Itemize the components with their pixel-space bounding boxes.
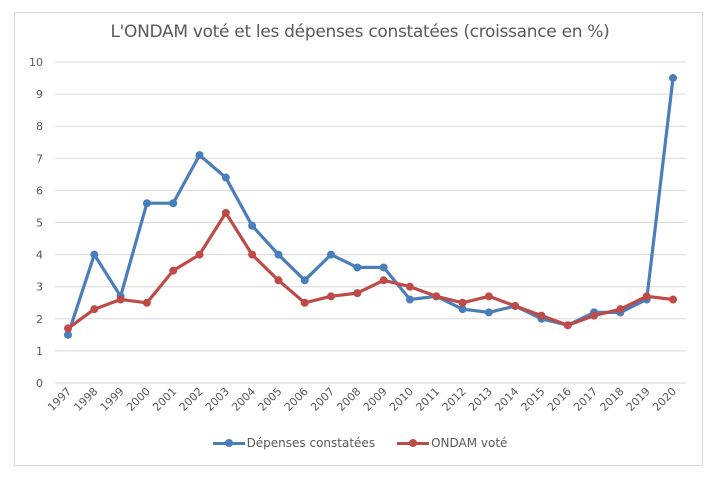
- x-tick-label: 1997: [45, 385, 74, 414]
- legend-label-depenses: Dépenses constatées: [246, 436, 376, 450]
- series-line: [66, 77, 675, 336]
- data-point: [353, 289, 362, 298]
- data-point: [379, 276, 388, 285]
- legend-swatch-ondam: [397, 438, 430, 448]
- x-tick-label: 2016: [545, 385, 574, 414]
- data-point: [669, 295, 677, 304]
- legend: Dépenses constatées ONDAM voté: [0, 436, 720, 450]
- gridlines: [55, 61, 686, 384]
- data-point: [195, 151, 204, 160]
- y-tick-label: 0: [36, 377, 43, 390]
- data-point: [274, 276, 283, 285]
- legend-item-depenses: Dépenses constatées: [212, 436, 376, 450]
- data-point: [642, 292, 651, 301]
- series-ondam: [64, 208, 677, 333]
- y-tick-label: 4: [36, 249, 43, 262]
- data-point: [590, 311, 599, 320]
- x-tick-label: 1999: [98, 385, 127, 414]
- data-point: [563, 321, 572, 330]
- y-tick-label: 9: [36, 88, 43, 101]
- series-line: [67, 211, 674, 330]
- data-point: [116, 295, 125, 304]
- series-depenses: [64, 74, 677, 339]
- data-point: [169, 266, 178, 275]
- legend-swatch-depenses: [212, 438, 245, 448]
- x-tick-label: 2002: [177, 385, 206, 414]
- series-group: [64, 74, 677, 339]
- data-point: [458, 305, 467, 314]
- y-tick-label: 5: [36, 217, 43, 230]
- x-tick-label: 2012: [440, 385, 469, 414]
- x-tick-label: 2017: [571, 385, 600, 414]
- data-point: [142, 298, 151, 307]
- data-point: [90, 305, 99, 314]
- y-tick-label: 2: [36, 313, 43, 326]
- data-point: [195, 250, 204, 259]
- data-point: [248, 250, 257, 259]
- data-point: [142, 199, 151, 208]
- x-tick-label: 2007: [308, 385, 337, 414]
- data-point: [405, 295, 414, 304]
- data-point: [169, 199, 178, 208]
- data-point: [484, 292, 493, 301]
- data-point: [353, 263, 362, 272]
- y-tick-label: 1: [36, 345, 43, 358]
- y-axis-ticks: 0 1 2 3 4 5 6 7 8 9 10: [29, 56, 43, 390]
- chart-frame: [14, 12, 703, 466]
- legend-label-ondam: ONDAM voté: [431, 436, 508, 450]
- x-tick-label: 2004: [229, 385, 258, 414]
- x-tick-label: 2008: [334, 385, 363, 414]
- data-point: [484, 308, 493, 317]
- data-point: [327, 250, 336, 259]
- data-point: [221, 208, 230, 217]
- y-tick-label: 10: [29, 56, 43, 69]
- data-point: [379, 263, 388, 272]
- x-tick-label: 2001: [150, 385, 179, 414]
- y-tick-label: 8: [36, 120, 43, 133]
- x-tick-label: 2005: [256, 385, 285, 414]
- y-tick-label: 7: [36, 152, 43, 165]
- x-tick-label: 2015: [519, 385, 548, 414]
- data-point: [64, 324, 72, 333]
- data-point: [90, 250, 99, 259]
- y-tick-label: 3: [36, 281, 43, 294]
- x-tick-label: 2010: [387, 385, 416, 414]
- x-tick-label: 2014: [492, 385, 521, 414]
- data-point: [274, 250, 283, 259]
- data-point: [405, 282, 414, 291]
- data-point: [458, 298, 467, 307]
- x-tick-label: 2000: [124, 385, 153, 414]
- x-tick-label: 2006: [282, 385, 311, 414]
- x-tick-label: 2013: [466, 385, 495, 414]
- x-axis-ticks: 1997199819992000200120022003200420052006…: [45, 385, 679, 414]
- data-point: [327, 292, 336, 301]
- x-tick-label: 2020: [650, 385, 679, 414]
- x-tick-label: 2019: [624, 385, 653, 414]
- legend-item-ondam: ONDAM voté: [397, 436, 507, 450]
- data-point: [537, 311, 546, 320]
- data-point: [669, 74, 677, 83]
- data-point: [300, 298, 309, 307]
- data-point: [300, 276, 309, 285]
- chart-title: L'ONDAM voté et les dépenses constatées …: [110, 22, 610, 42]
- data-point: [511, 301, 520, 310]
- data-point: [616, 305, 625, 314]
- data-point: [221, 173, 230, 182]
- data-point: [432, 292, 441, 301]
- x-tick-label: 1998: [71, 385, 100, 414]
- x-tick-label: 2003: [203, 385, 232, 414]
- data-point: [64, 330, 72, 339]
- x-tick-label: 2009: [361, 385, 390, 414]
- x-tick-label: 2018: [598, 385, 627, 414]
- x-tick-label: 2011: [413, 385, 442, 414]
- y-tick-label: 6: [36, 184, 43, 197]
- data-point: [248, 221, 257, 230]
